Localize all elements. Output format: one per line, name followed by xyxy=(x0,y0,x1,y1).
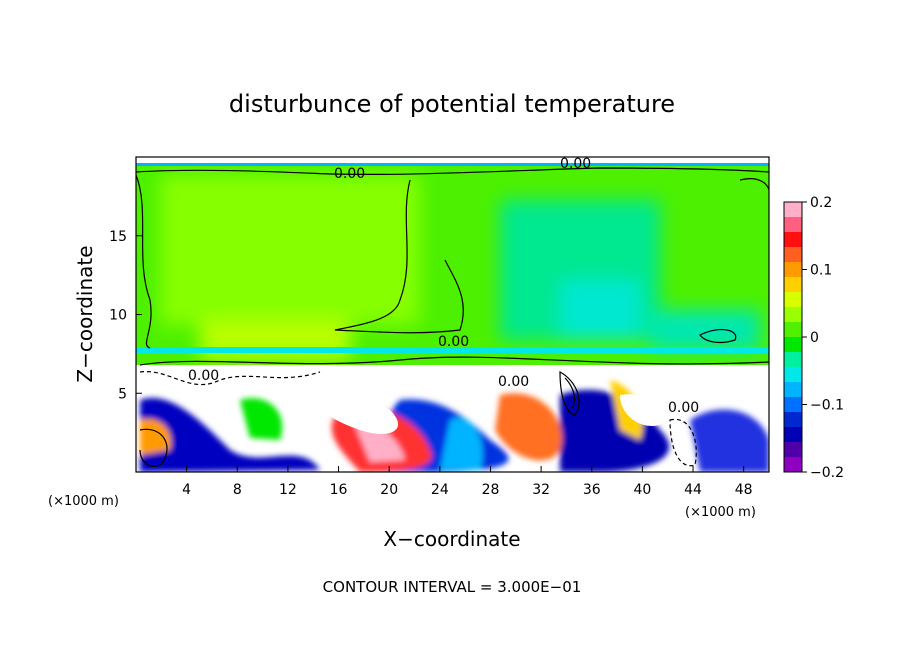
warm-region xyxy=(200,320,350,360)
cold-plume xyxy=(690,409,769,472)
x-tick-label: 44 xyxy=(684,482,702,498)
colorbar-swatch xyxy=(784,427,802,443)
contour-label: 0.00 xyxy=(668,400,699,416)
colorbar-ticks: 0.2 0.1 0 −0.1 −0.2 xyxy=(802,195,844,481)
colorbar-swatch xyxy=(784,202,802,218)
colorbar-swatch xyxy=(784,337,802,353)
top-band xyxy=(136,163,769,166)
lower-field xyxy=(136,365,769,472)
x-tick-label: 8 xyxy=(233,482,242,498)
warm-plume xyxy=(495,393,562,461)
colorbar-swatch xyxy=(784,397,802,413)
colorbar-swatch xyxy=(784,217,802,233)
y-unit-label: (×1000 m) xyxy=(685,505,756,520)
top-band xyxy=(136,157,769,165)
contour-line xyxy=(139,356,769,366)
colorbar-tick-label: −0.1 xyxy=(810,398,844,414)
contour-line xyxy=(564,377,576,409)
x-tick-label: 4 xyxy=(182,482,191,498)
contour-lines xyxy=(136,167,769,467)
contour-label: 0.00 xyxy=(188,368,219,384)
x-tick-label: 20 xyxy=(380,482,398,498)
contour-line xyxy=(136,167,769,175)
x-tick-label: 48 xyxy=(735,482,753,498)
x-axis-label: X−coordinate xyxy=(383,527,520,551)
warm-plume xyxy=(140,419,171,455)
contour-line xyxy=(334,179,464,334)
contour-line xyxy=(699,328,737,344)
contour-interval-note: CONTOUR INTERVAL = 3.000E−01 xyxy=(323,578,582,596)
colorbar-tick-label: 0.2 xyxy=(810,195,832,211)
colorbar-swatch xyxy=(784,442,802,458)
colorbar-swatch xyxy=(784,277,802,293)
x-unit-label: (×1000 m) xyxy=(48,494,119,509)
mid-plume xyxy=(440,418,483,470)
contour-label-group: 0.00 0.00 0.00 0.00 0.00 0.00 xyxy=(188,156,699,416)
warm-plume xyxy=(355,424,405,462)
colorbar xyxy=(783,201,803,473)
y-tick-label: 15 xyxy=(109,229,127,245)
colorbar-tick-label: 0.1 xyxy=(810,263,832,279)
contour-line xyxy=(139,371,321,386)
x-axis-ticks: 4 8 12 16 20 24 28 32 36 40 44 48 xyxy=(182,466,753,498)
contour-label: 0.00 xyxy=(560,156,591,172)
cool-region xyxy=(650,310,760,350)
x-tick-label: 32 xyxy=(532,482,550,498)
cool-region xyxy=(560,280,640,340)
colorbar-swatch xyxy=(784,412,802,428)
plot-area xyxy=(136,157,769,472)
colorbar-swatch xyxy=(784,307,802,323)
warm-region xyxy=(160,175,420,325)
colorbar-swatch xyxy=(784,457,802,473)
y-tick-label: 10 xyxy=(109,308,127,324)
contour-label: 0.00 xyxy=(334,166,365,182)
x-tick-label: 12 xyxy=(279,482,297,498)
colorbar-swatch xyxy=(784,367,802,383)
x-tick-label: 28 xyxy=(482,482,500,498)
x-tick-label: 36 xyxy=(583,482,601,498)
upper-field xyxy=(160,175,760,360)
colorbar-tick-label: 0 xyxy=(810,330,819,346)
x-tick-label: 24 xyxy=(431,482,449,498)
colorbar-swatch xyxy=(784,292,802,308)
y-tick-label: 5 xyxy=(118,386,127,402)
colorbar-swatch xyxy=(784,322,802,338)
mid-plume xyxy=(240,398,283,440)
contour-label: 0.00 xyxy=(498,374,529,390)
colorbar-tick-label: −0.2 xyxy=(810,465,844,481)
colorbar-swatch xyxy=(784,352,802,368)
chart-title: disturbunce of potential temperature xyxy=(229,90,675,118)
x-tick-label: 40 xyxy=(633,482,651,498)
colorbar-swatch xyxy=(784,262,802,278)
colorbar-swatch xyxy=(784,382,802,398)
contour-line xyxy=(559,370,580,416)
contour-line xyxy=(669,418,697,467)
white-core xyxy=(620,394,663,426)
colorbar-swatch xyxy=(784,247,802,263)
colorbar-swatch xyxy=(784,232,802,248)
white-core xyxy=(300,378,399,434)
y-axis-label: Z−coordinate xyxy=(73,245,97,382)
contour-label: 0.00 xyxy=(438,334,469,350)
layer-band xyxy=(136,347,769,353)
cold-plume xyxy=(140,398,320,472)
x-tick-label: 16 xyxy=(330,482,348,498)
y-axis-ticks: 5 10 15 xyxy=(109,229,142,402)
contour-line xyxy=(136,174,152,349)
contour-line xyxy=(139,428,168,467)
